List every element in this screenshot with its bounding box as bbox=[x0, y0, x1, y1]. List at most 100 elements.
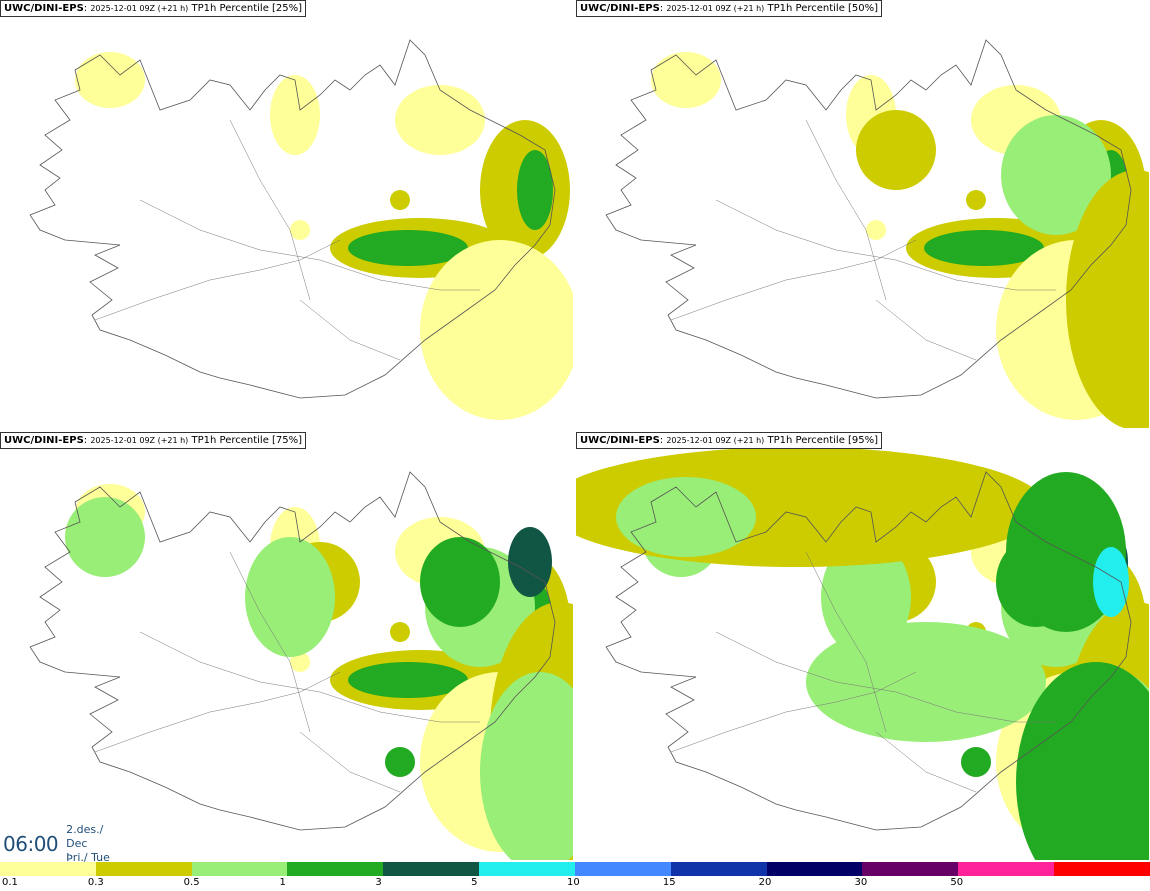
precip-patch bbox=[866, 220, 886, 240]
legend-color-9 bbox=[862, 862, 959, 876]
precip-patch bbox=[856, 110, 936, 190]
road-line bbox=[139, 631, 480, 723]
legend-color-3 bbox=[287, 862, 384, 876]
precip-patch bbox=[480, 672, 573, 860]
run-info: 2025-12-01 09Z (+21 h) bbox=[90, 436, 189, 445]
map-panel-p75: UWC/DINI-EPS: 2025-12-01 09Z (+21 h) TP1… bbox=[0, 432, 573, 860]
road-line bbox=[229, 119, 311, 301]
precip-patch bbox=[390, 190, 410, 210]
precip-patch bbox=[806, 622, 1046, 742]
precip-patch bbox=[75, 52, 145, 108]
panel-title: UWC/DINI-EPS: 2025-12-01 09Z (+21 h) TP1… bbox=[0, 432, 307, 449]
legend-color-2 bbox=[191, 862, 288, 876]
precip-patch bbox=[420, 240, 573, 420]
valid-date: 2.des./ Dec Þri./ Tue bbox=[66, 823, 128, 865]
panel-divider-horizontal bbox=[0, 429, 1150, 432]
legend-color-6 bbox=[574, 862, 671, 876]
legend-color-7 bbox=[670, 862, 767, 876]
precip-patch bbox=[616, 477, 756, 557]
legend-tick: 5 bbox=[471, 877, 478, 888]
road-line bbox=[670, 671, 917, 753]
precip-patch bbox=[348, 230, 468, 266]
model-name: UWC/DINI-EPS bbox=[4, 435, 84, 446]
road-line bbox=[875, 731, 977, 793]
precip-patch bbox=[65, 497, 145, 577]
road-line bbox=[299, 731, 401, 793]
precip-field bbox=[65, 484, 573, 860]
run-info: 2025-12-01 09Z (+21 h) bbox=[666, 436, 765, 445]
legend-tick: 0.1 bbox=[2, 877, 18, 888]
legend-color-8 bbox=[766, 862, 863, 876]
run-info: 2025-12-01 09Z (+21 h) bbox=[666, 4, 765, 13]
legend-tick: 1 bbox=[279, 877, 286, 888]
color-legend-ticks: 0.1 0.3 0.5 1 3 5 10 15 20 30 50 bbox=[0, 876, 1150, 891]
road-line bbox=[94, 671, 341, 753]
road-line bbox=[715, 631, 1056, 723]
precip-patch bbox=[290, 652, 310, 672]
precip-patch bbox=[245, 537, 335, 657]
product-name: TP1h Percentile [95%] bbox=[767, 435, 879, 446]
precip-patch bbox=[420, 537, 500, 627]
precip-patch bbox=[390, 622, 410, 642]
precip-patch bbox=[1001, 115, 1111, 235]
product-name: TP1h Percentile [75%] bbox=[191, 435, 303, 446]
model-name: UWC/DINI-EPS bbox=[4, 3, 84, 14]
coastline bbox=[29, 39, 556, 399]
precip-field bbox=[75, 52, 573, 420]
road-line bbox=[715, 199, 1056, 291]
precip-patch bbox=[395, 85, 485, 155]
legend-color-5 bbox=[479, 862, 575, 876]
legend-tick: 0.3 bbox=[87, 877, 104, 888]
precip-patch bbox=[651, 52, 721, 108]
panel-title: UWC/DINI-EPS: 2025-12-01 09Z (+21 h) TP1… bbox=[576, 432, 883, 449]
precip-patch bbox=[508, 527, 552, 597]
legend-tick: 20 bbox=[758, 877, 772, 888]
map-canvas bbox=[576, 447, 1149, 860]
precip-patch bbox=[1093, 547, 1129, 617]
legend-tick: 30 bbox=[854, 877, 868, 888]
precip-patch bbox=[517, 150, 553, 230]
map-canvas bbox=[605, 39, 1149, 428]
precip-patch bbox=[1016, 662, 1149, 860]
legend-tick: 0.5 bbox=[183, 877, 200, 888]
precip-patch bbox=[270, 75, 320, 155]
color-legend-bar bbox=[0, 862, 1150, 876]
precip-field bbox=[651, 52, 1149, 428]
road-line bbox=[805, 551, 887, 733]
valid-time-box: 06:00 2.des./ Dec Þri./ Tue bbox=[0, 823, 128, 865]
legend-tick: 3 bbox=[375, 877, 382, 888]
product-name: TP1h Percentile [25%] bbox=[191, 3, 303, 14]
legend-tick: 50 bbox=[950, 877, 964, 888]
legend-color-4 bbox=[383, 862, 480, 876]
road-line bbox=[875, 299, 977, 361]
legend-tick: 15 bbox=[662, 877, 676, 888]
coastline bbox=[605, 471, 1132, 831]
map-panel-p95: UWC/DINI-EPS: 2025-12-01 09Z (+21 h) TP1… bbox=[576, 432, 1149, 860]
road-line bbox=[139, 199, 480, 291]
model-name: UWC/DINI-EPS bbox=[580, 435, 660, 446]
valid-date-line1: 2.des./ Dec bbox=[66, 823, 104, 850]
panel-title: UWC/DINI-EPS: 2025-12-01 09Z (+21 h) TP1… bbox=[0, 0, 307, 17]
legend-color-11 bbox=[1054, 862, 1150, 876]
road-line bbox=[670, 239, 917, 321]
panel-title: UWC/DINI-EPS: 2025-12-01 09Z (+21 h) TP1… bbox=[576, 0, 883, 17]
valid-time: 06:00 bbox=[3, 832, 59, 856]
map-canvas bbox=[29, 471, 573, 860]
run-info: 2025-12-01 09Z (+21 h) bbox=[90, 4, 189, 13]
coastline bbox=[29, 471, 556, 831]
legend-color-10 bbox=[958, 862, 1055, 876]
precip-patch bbox=[961, 747, 991, 777]
road-line bbox=[805, 119, 887, 301]
valid-date-line2: Þri./ Tue bbox=[66, 851, 110, 864]
map-panel-p50: UWC/DINI-EPS: 2025-12-01 09Z (+21 h) TP1… bbox=[576, 0, 1149, 428]
precip-patch bbox=[348, 662, 468, 698]
legend-tick: 10 bbox=[567, 877, 580, 888]
coastline bbox=[605, 39, 1132, 399]
precip-patch bbox=[966, 190, 986, 210]
precip-patch bbox=[924, 230, 1044, 266]
legend-color-1 bbox=[95, 862, 192, 876]
model-name: UWC/DINI-EPS bbox=[580, 3, 660, 14]
precip-patch bbox=[385, 747, 415, 777]
road-line bbox=[229, 551, 311, 733]
precip-patch bbox=[290, 220, 310, 240]
